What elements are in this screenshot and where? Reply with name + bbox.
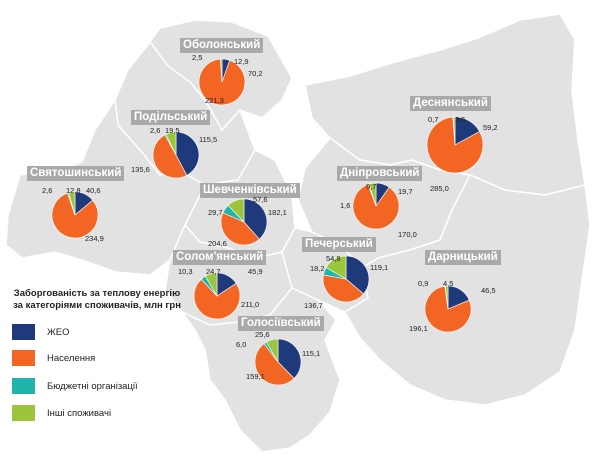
value-label-inshi: 3,5 — [455, 115, 466, 124]
legend-item-inshi: Інші споживачі — [12, 405, 111, 421]
value-label-zheo: 182,1 — [268, 208, 287, 217]
legend-label-budzhetni: Бюджетні організації — [47, 380, 138, 392]
pie-slice-inshi — [220, 58, 223, 83]
value-label-inshi: 4,5 — [443, 279, 454, 288]
value-label-naselennia: 135,6 — [131, 165, 150, 174]
pie-slice-zheo — [243, 198, 268, 240]
district-label: Оболонський — [180, 38, 264, 53]
legend-title: Заборгованість за теплову енергію за кат… — [13, 288, 181, 311]
district-shape-darnytskyi — [343, 174, 591, 406]
pie-slice-inshi — [165, 131, 177, 156]
value-label-budzhetni: 2,6 — [42, 186, 53, 195]
value-label-budzhetni: 6,0 — [236, 340, 247, 349]
district-label: Подільський — [131, 110, 211, 125]
legend-swatch-budzhetni — [12, 378, 35, 394]
pie-slice-naselennia — [193, 278, 241, 320]
pie-slice-naselennia — [352, 184, 400, 230]
pie-slice-naselennia — [51, 192, 99, 239]
legend-swatch-inshi — [12, 405, 35, 421]
value-label-naselennia: 211,0 — [241, 300, 260, 309]
legend-item-naselennia: Населення — [12, 350, 95, 366]
value-label-extra: 70,2 — [248, 69, 263, 78]
value-label-zheo: 59,2 — [483, 123, 498, 132]
district-label: Святошинський — [27, 166, 125, 181]
pie-slice-naselennia — [424, 285, 472, 333]
pie-slice-naselennia — [220, 212, 260, 246]
value-label-budzhetni: 10,3 — [178, 267, 193, 276]
value-label-budzhetni: 29,7 — [208, 208, 223, 217]
value-label-naselennia: 234,9 — [85, 234, 104, 243]
value-label-naselennia: 159,1 — [246, 372, 265, 381]
pie-slice-inshi — [266, 338, 279, 364]
legend-item-budzhetni: Бюджетні організації — [12, 378, 138, 394]
pie-slice-inshi — [445, 285, 449, 310]
value-label-zheo: 115,1 — [302, 349, 321, 358]
pie-slice-inshi — [68, 191, 76, 216]
value-label-budzhetni: 2,6 — [150, 126, 161, 135]
legend: Заборгованість за теплову енергію за кат… — [12, 288, 182, 421]
pie-slice-inshi — [325, 255, 347, 280]
pie-slice-zheo — [345, 255, 370, 295]
pie-slice-zheo — [277, 338, 302, 379]
value-label-naselennia: 285,0 — [430, 184, 449, 193]
pie-slice-naselennia — [198, 58, 246, 106]
legend-swatch-zheo — [12, 324, 35, 340]
pie-slice-inshi — [227, 198, 245, 223]
pie-slice-naselennia — [426, 116, 484, 174]
value-label-naselennia: 221,3 — [205, 96, 224, 105]
value-label-zheo: 40,6 — [86, 186, 101, 195]
pie-slice-naselennia — [254, 343, 295, 386]
legend-swatch-naselennia — [12, 350, 35, 366]
value-label-inshi: 12,8 — [66, 186, 81, 195]
value-label-inshi: 19,5 — [165, 126, 180, 135]
legend-label-naselennia: Населення — [47, 352, 96, 364]
value-label-inshi: 24,7 — [206, 267, 221, 276]
district-label: Солом'янський — [173, 250, 267, 265]
value-label-budzhetni: 18,2 — [310, 264, 325, 273]
value-label-zheo: 119,1 — [370, 263, 389, 272]
value-label-budzhetni: 1,6 — [340, 201, 351, 210]
value-label-inshi: 25,6 — [255, 330, 270, 339]
value-label-inshi: 9,7 — [366, 182, 377, 191]
pie-slice-inshi — [204, 272, 218, 298]
value-label-naselennia: 204,6 — [208, 239, 227, 248]
pie-slice-naselennia — [322, 274, 364, 303]
value-label-inshi: 54,8 — [326, 254, 341, 263]
value-label-naselennia: 196,1 — [409, 324, 428, 333]
legend-item-zheo: ЖЕО — [12, 324, 70, 340]
district-label: Деснянський — [410, 96, 491, 111]
value-label-zheo: 115,5 — [199, 135, 218, 144]
value-label-budzhetni: 0,7 — [428, 115, 439, 124]
value-label-zheo: 19,7 — [398, 187, 413, 196]
district-label: Шевченківський — [200, 183, 300, 198]
pie-charts — [51, 58, 484, 386]
legend-label-zheo: ЖЕО — [47, 326, 70, 338]
value-label-budzhetni: 0,9 — [418, 279, 429, 288]
value-label-naselennia: 136,7 — [304, 301, 323, 310]
pie-slice-inshi — [452, 116, 456, 146]
legend-label-inshi: Інші споживачі — [47, 407, 112, 419]
pie-slice-naselennia — [152, 134, 188, 179]
pie-slice-zheo — [175, 131, 200, 176]
pie-slice-inshi — [368, 182, 377, 207]
district-label: Печерський — [302, 237, 376, 252]
value-label-inshi: 2,5 — [192, 53, 203, 62]
district-label: Голосіївський — [238, 316, 324, 331]
district-label: Дніпровський — [337, 166, 423, 181]
district-label: Дарницький — [425, 250, 501, 265]
value-label-zheo: 46,5 — [481, 286, 496, 295]
value-label-zheo: 45,9 — [248, 267, 263, 276]
value-label-zheo: 12,9 — [234, 57, 249, 66]
value-label-naselennia: 170,0 — [398, 230, 417, 239]
value-label-inshi: 57,6 — [253, 195, 268, 204]
